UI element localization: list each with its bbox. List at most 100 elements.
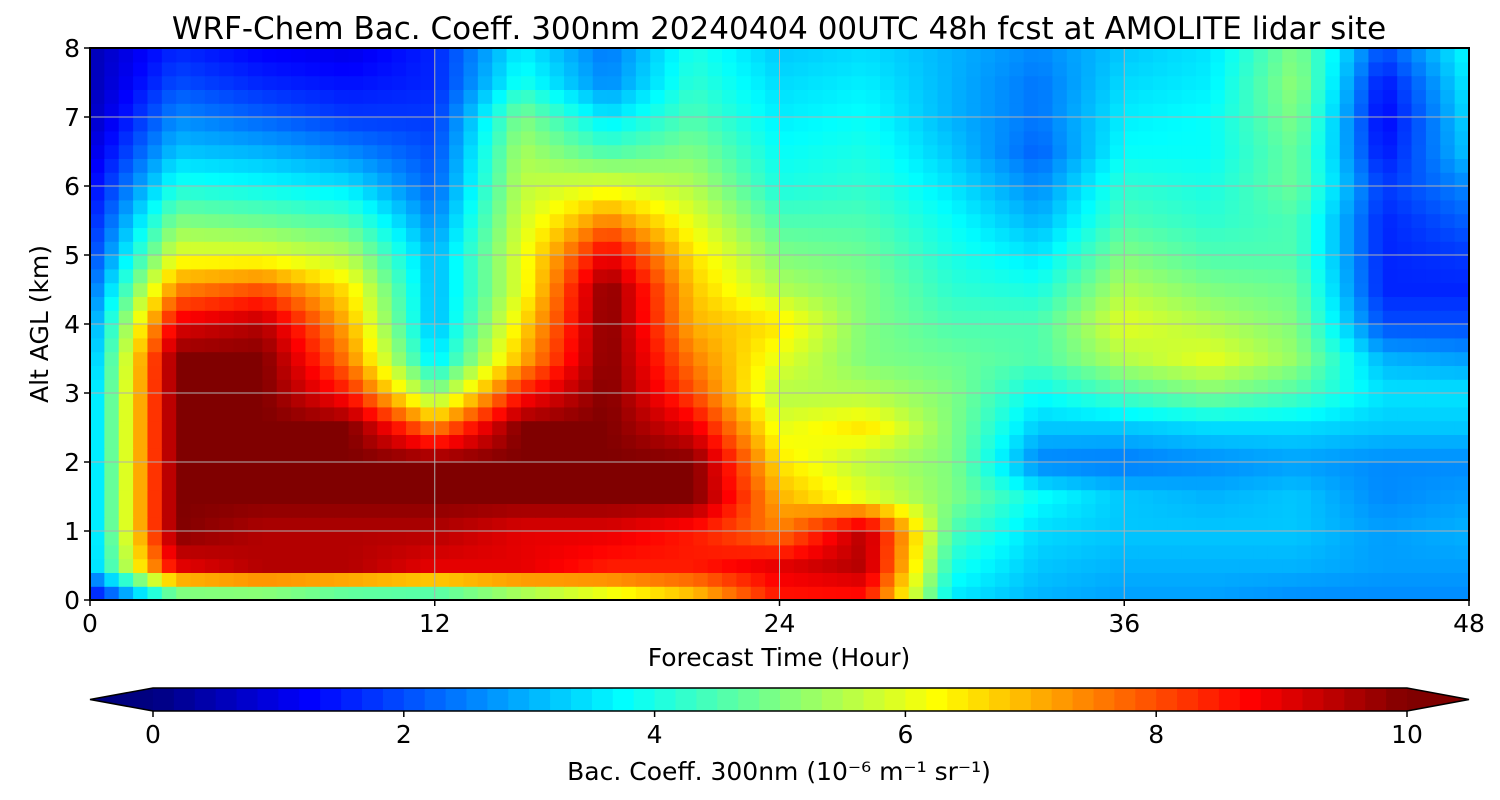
heatmap-cell bbox=[319, 351, 335, 366]
heatmap-cell bbox=[693, 199, 709, 215]
heatmap-cell bbox=[1224, 158, 1240, 173]
heatmap-cell bbox=[520, 324, 536, 339]
heatmap-cell bbox=[305, 489, 321, 504]
heatmap-cell bbox=[1411, 117, 1427, 132]
heatmap-cell bbox=[434, 531, 450, 546]
heatmap-cell bbox=[880, 186, 896, 201]
heatmap-cell bbox=[204, 365, 220, 380]
heatmap-cell bbox=[1339, 103, 1355, 118]
heatmap-cell bbox=[204, 351, 220, 366]
heatmap-cell bbox=[1397, 586, 1413, 600]
colorbar-segment bbox=[591, 688, 614, 711]
heatmap-cell bbox=[506, 268, 522, 284]
heatmap-cell bbox=[291, 48, 307, 63]
heatmap-cell bbox=[578, 503, 594, 518]
heatmap-cell bbox=[1181, 186, 1197, 201]
heatmap-cell bbox=[118, 351, 134, 366]
heatmap-cell bbox=[1354, 531, 1370, 546]
heatmap-cell bbox=[1354, 158, 1370, 173]
heatmap-cell bbox=[1310, 531, 1326, 546]
heatmap-cell bbox=[1152, 172, 1168, 187]
heatmap-cell bbox=[1109, 296, 1125, 311]
heatmap-cell bbox=[1310, 199, 1326, 215]
heatmap-cell bbox=[1023, 103, 1039, 118]
heatmap-cell bbox=[894, 241, 910, 256]
heatmap-cell bbox=[722, 103, 737, 118]
heatmap-cell bbox=[937, 296, 953, 311]
heatmap-cell bbox=[1052, 241, 1068, 256]
heatmap-cell bbox=[190, 351, 206, 366]
heatmap-cell bbox=[707, 172, 723, 187]
heatmap-cell bbox=[951, 282, 967, 297]
heatmap-cell bbox=[937, 103, 953, 118]
heatmap-cell bbox=[463, 434, 479, 449]
heatmap-cell bbox=[1440, 420, 1456, 435]
heatmap-cell bbox=[535, 503, 551, 518]
heatmap-cell bbox=[248, 296, 263, 311]
heatmap-cell bbox=[1124, 379, 1140, 394]
heatmap-cell bbox=[291, 61, 307, 77]
heatmap-cell bbox=[1066, 351, 1082, 366]
heatmap-cell bbox=[1239, 144, 1255, 159]
heatmap-cell bbox=[190, 434, 206, 449]
heatmap-cell bbox=[334, 572, 350, 587]
heatmap-cell bbox=[1124, 544, 1140, 560]
heatmap-cell bbox=[291, 489, 307, 504]
heatmap-cell bbox=[463, 337, 479, 353]
heatmap-cell bbox=[1368, 241, 1384, 256]
heatmap-cell bbox=[923, 420, 939, 435]
heatmap-cell bbox=[880, 420, 896, 435]
heatmap-cell bbox=[319, 489, 335, 504]
heatmap-cell bbox=[391, 558, 407, 573]
heatmap-cell bbox=[678, 296, 694, 311]
heatmap-cell bbox=[104, 393, 120, 408]
heatmap-cell bbox=[779, 296, 795, 311]
heatmap-cell bbox=[1167, 144, 1183, 159]
heatmap-cell bbox=[276, 393, 292, 408]
heatmap-cell bbox=[1382, 103, 1398, 118]
heatmap-cell bbox=[966, 255, 982, 270]
heatmap-cell bbox=[1282, 420, 1298, 435]
heatmap-cell bbox=[1253, 172, 1269, 187]
heatmap-cell bbox=[865, 103, 881, 118]
heatmap-cell bbox=[765, 503, 781, 518]
heatmap-cell bbox=[635, 172, 651, 187]
heatmap-cell bbox=[1354, 172, 1370, 187]
heatmap-cell bbox=[865, 48, 881, 63]
heatmap-cell bbox=[1023, 213, 1039, 228]
heatmap-cell bbox=[377, 337, 393, 353]
heatmap-cell bbox=[1440, 393, 1456, 408]
heatmap-cell bbox=[650, 172, 666, 187]
heatmap-cell bbox=[1411, 365, 1427, 380]
heatmap-cell bbox=[1052, 255, 1068, 270]
heatmap-cell bbox=[377, 434, 393, 449]
heatmap-cell bbox=[1239, 448, 1255, 463]
heatmap-cell bbox=[90, 103, 105, 118]
heatmap-cell bbox=[147, 268, 163, 284]
heatmap-cell bbox=[765, 282, 781, 297]
heatmap-cell bbox=[722, 337, 737, 353]
heatmap-cell bbox=[1440, 544, 1456, 560]
heatmap-cell bbox=[90, 351, 105, 366]
heatmap-cell bbox=[406, 337, 421, 353]
heatmap-cell bbox=[262, 144, 278, 159]
heatmap-cell bbox=[492, 544, 508, 560]
heatmap-cell bbox=[348, 268, 364, 284]
heatmap-cell bbox=[391, 531, 407, 546]
heatmap-cell bbox=[1124, 572, 1140, 587]
heatmap-cell bbox=[994, 586, 1010, 600]
heatmap-cell bbox=[808, 89, 824, 104]
heatmap-cell bbox=[133, 365, 149, 380]
heatmap-cell bbox=[836, 558, 852, 573]
heatmap-cell bbox=[1239, 103, 1255, 118]
heatmap-cell bbox=[463, 475, 479, 491]
heatmap-cell bbox=[1440, 406, 1456, 422]
heatmap-cell bbox=[1239, 241, 1255, 256]
heatmap-cell bbox=[923, 117, 939, 132]
heatmap-cell bbox=[176, 420, 192, 435]
heatmap-cell bbox=[434, 462, 450, 477]
heatmap-cell bbox=[1267, 310, 1283, 325]
heatmap-cell bbox=[607, 241, 623, 256]
heatmap-cell bbox=[908, 475, 924, 491]
heatmap-cell bbox=[836, 406, 852, 422]
